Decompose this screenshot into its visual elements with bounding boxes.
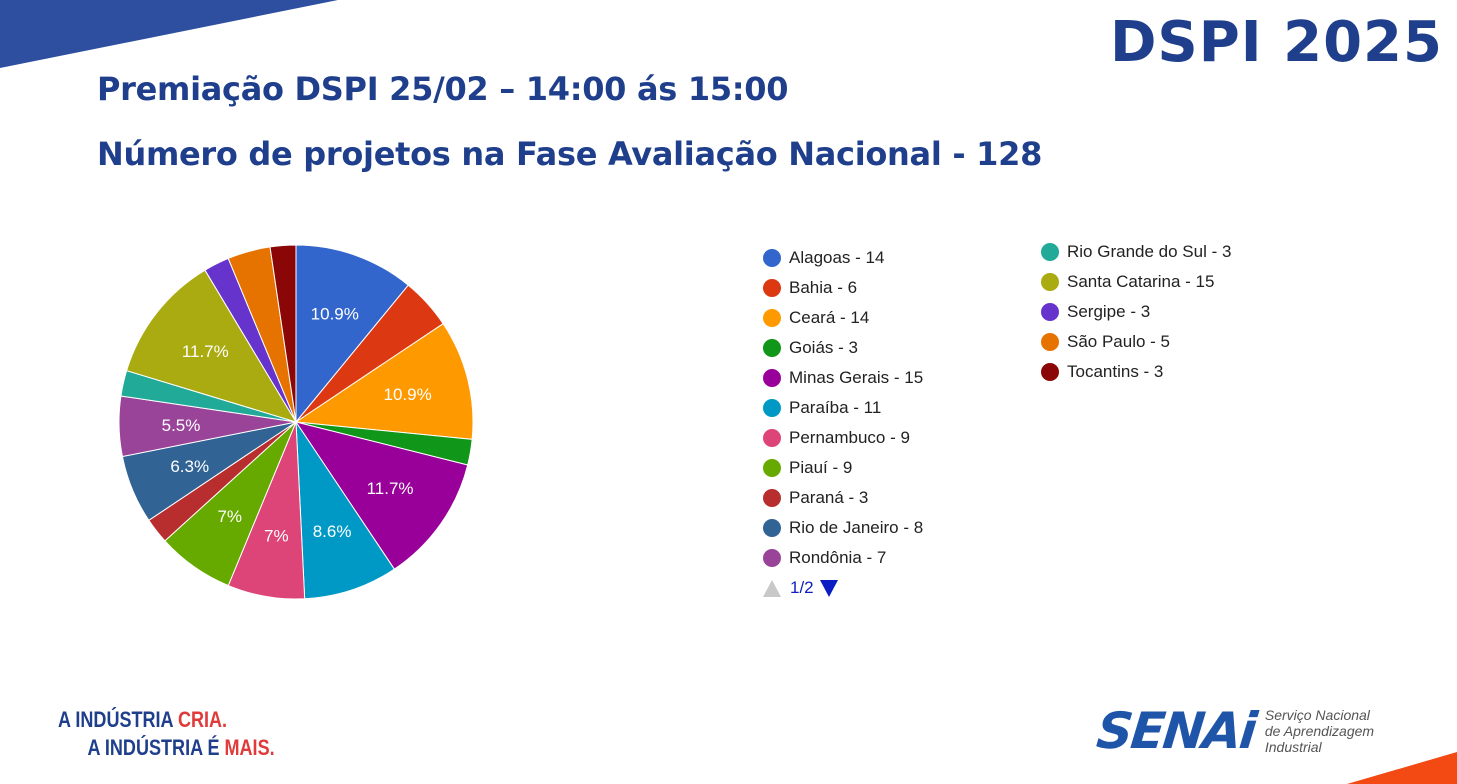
legend-swatch: [763, 459, 781, 477]
legend-swatch: [1041, 363, 1059, 381]
legend-swatch: [1041, 333, 1059, 351]
senai-wordmark: SENAi: [1093, 702, 1258, 760]
pie-slice-tocantins[interactable]: [269, 244, 297, 423]
corner-decoration: [0, 0, 338, 68]
slogan-line1-text: A INDÚSTRIA: [58, 707, 178, 732]
legend-item[interactable]: Rio Grande do Sul - 3: [1041, 237, 1231, 267]
legend-swatch: [763, 489, 781, 507]
pager-prev-icon: [763, 579, 781, 597]
slogan-line1: A INDÚSTRIA CRIA.: [58, 706, 275, 734]
legend-label: Santa Catarina - 15: [1067, 272, 1215, 291]
slice-label: 6.3%: [170, 457, 209, 476]
legend-swatch: [763, 369, 781, 387]
legend-label: Pernambuco - 9: [789, 428, 910, 447]
legend-item[interactable]: Piauí - 9: [763, 453, 923, 483]
legend-item[interactable]: São Paulo - 5: [1041, 327, 1231, 357]
legend-label: Bahia - 6: [789, 278, 858, 297]
slice-label: 7%: [264, 526, 289, 545]
legend-item[interactable]: Sergipe - 3: [1041, 297, 1231, 327]
chart-legend-col1: Alagoas - 14 Bahia - 6 Ceará - 14 Goiás - 3…: [763, 243, 923, 573]
pie-slice-paraiba[interactable]: [295, 420, 396, 600]
legend-item[interactable]: Goiás - 3: [763, 333, 923, 363]
legend-label: Rio de Janeiro - 8: [789, 518, 924, 537]
pager-next-icon[interactable]: [819, 579, 838, 597]
senai-desc-line1: Serviço Nacional: [1264, 707, 1370, 723]
slice-label: 7%: [217, 507, 242, 526]
slice-label: 11.7%: [367, 479, 414, 498]
legend-swatch: [763, 519, 781, 537]
pager-text: 1/2: [790, 578, 814, 597]
legend-item[interactable]: Rondônia - 7: [763, 543, 923, 573]
slice-label: 10.9%: [311, 305, 359, 324]
legend-swatch: [763, 309, 781, 327]
slogan-line2-accent: MAIS.: [224, 735, 275, 760]
brand-title: DSPI 2025: [1109, 10, 1443, 75]
legend-swatch: [763, 339, 781, 357]
page-title: Premiação DSPI 25/02 – 14:00 ás 15:00: [97, 70, 789, 108]
legend-label: Tocantins - 3: [1067, 362, 1164, 381]
legend-item[interactable]: Paraná - 3: [763, 483, 923, 513]
legend-label: Piauí - 9: [789, 458, 853, 477]
legend-item[interactable]: Rio de Janeiro - 8: [763, 513, 923, 543]
legend-pager: 1/2: [763, 578, 838, 598]
legend-item[interactable]: Bahia - 6: [763, 273, 923, 303]
legend-item[interactable]: Ceará - 14: [763, 303, 923, 333]
senai-desc-line2: de Aprendizagem: [1264, 723, 1375, 739]
legend-swatch: [763, 399, 781, 417]
legend-swatch: [1041, 243, 1059, 261]
senai-desc-line3: Industrial: [1264, 739, 1322, 755]
legend-label: Paraná - 3: [789, 488, 869, 507]
legend-item[interactable]: Alagoas - 14: [763, 243, 923, 273]
legend-item[interactable]: Paraíba - 11: [763, 393, 923, 423]
legend-item[interactable]: Tocantins - 3: [1041, 357, 1231, 387]
legend-label: Goiás - 3: [789, 338, 858, 357]
slice-label: 10.9%: [384, 385, 432, 404]
senai-logo: SENAi Serviço Nacional de Aprendizagem I…: [1093, 702, 1374, 760]
legend-swatch: [763, 429, 781, 447]
pie-slice-minas-gerais[interactable]: [294, 421, 469, 570]
legend-swatch: [1041, 273, 1059, 291]
slogan-line2-text: A INDÚSTRIA É: [87, 735, 225, 760]
legend-label: Rio Grande do Sul - 3: [1067, 242, 1232, 261]
slice-label: 11.7%: [182, 342, 229, 361]
pie-slice-ceara[interactable]: [294, 322, 474, 440]
legend-swatch: [763, 549, 781, 567]
slice-label: 5.5%: [162, 416, 201, 435]
bottom-decoration: [1347, 752, 1457, 784]
legend-label: Sergipe - 3: [1067, 302, 1151, 321]
pie-slice-alagoas[interactable]: [295, 244, 409, 424]
legend-item[interactable]: Pernambuco - 9: [763, 423, 923, 453]
slogan-line1-accent: CRIA.: [177, 707, 228, 732]
legend-item[interactable]: Santa Catarina - 15: [1041, 267, 1231, 297]
legend-item[interactable]: Minas Gerais - 15: [763, 363, 923, 393]
slice-label: 8.6%: [313, 522, 352, 541]
legend-label: Rondônia - 7: [789, 548, 887, 567]
pie-slice-santa-catarina[interactable]: [125, 269, 298, 423]
legend-label: Minas Gerais - 15: [789, 368, 924, 387]
legend-swatch: [763, 279, 781, 297]
senai-description: Serviço Nacional de Aprendizagem Industr…: [1265, 707, 1374, 755]
legend-label: Alagoas - 14: [789, 248, 885, 267]
legend-label: Paraíba - 11: [789, 398, 882, 417]
pie-chart[interactable]: 10.9% 10.9% 11.7% 8.6% 7% 7% 6.3% 5.5% 11.7%: [110, 236, 480, 606]
page-subtitle: Número de projetos na Fase Avaliação Nac…: [97, 135, 1043, 173]
chart-legend-col2: Rio Grande do Sul - 3 Santa Catarina - 15…: [1041, 237, 1231, 387]
legend-label: Ceará - 14: [789, 308, 870, 327]
slogan-line2: A INDÚSTRIA É MAIS.: [58, 734, 275, 762]
legend-swatch: [763, 249, 781, 267]
slogan: A INDÚSTRIA CRIA. A INDÚSTRIA É MAIS.: [58, 706, 275, 762]
legend-label: São Paulo - 5: [1067, 332, 1171, 351]
legend-swatch: [1041, 303, 1059, 321]
